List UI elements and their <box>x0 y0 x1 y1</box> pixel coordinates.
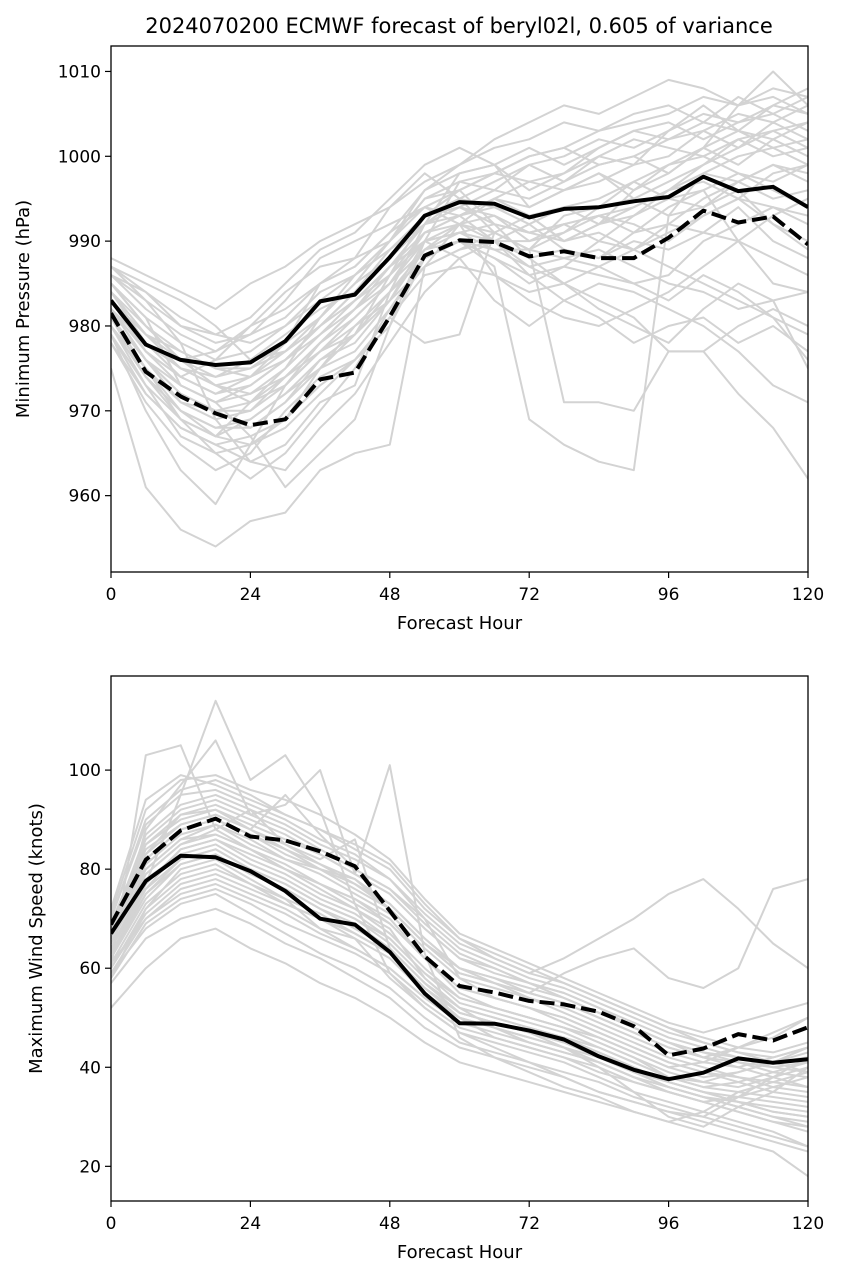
pressure-panel: 0 24 48 72 96 120 960 970 980 990 1000 1010 Forecast… <box>13 45 824 634</box>
ensemble-member-line <box>111 793 808 1074</box>
ensemble-member-line <box>111 231 808 395</box>
ensemble-member-line <box>111 265 808 446</box>
ensemble-member-line <box>111 240 808 412</box>
ensemble-member-line <box>111 129 808 395</box>
y-tick-label: 980 <box>69 317 101 337</box>
y-axis-label: Minimum Pressure (hPa) <box>13 200 34 418</box>
y-axis-label: Maximum Wind Speed (knots) <box>26 803 47 1074</box>
ensemble-member-line <box>111 163 808 387</box>
ensemble-member-line <box>111 788 808 1059</box>
x-tick-label: 48 <box>379 585 401 605</box>
y-tick-label: 990 <box>69 232 101 252</box>
ensemble-member-line <box>111 813 808 1064</box>
x-tick-label: 0 <box>106 585 117 605</box>
ensemble-member-line <box>111 798 808 1074</box>
solid-mean-line <box>111 853 808 1082</box>
ensemble-member-line <box>111 927 808 1178</box>
x-tick-label: 24 <box>240 1214 262 1234</box>
y-tick-label: 20 <box>79 1157 101 1177</box>
ensemble-member-line <box>111 87 808 336</box>
ensemble-member-line <box>111 129 808 361</box>
ensemble-member-line <box>111 231 808 429</box>
ensemble-member-line <box>111 793 808 1069</box>
ensemble-member-line <box>111 189 808 404</box>
x-tick-label: 24 <box>240 585 262 605</box>
axes-frame <box>110 675 809 1202</box>
y-tick-label: 960 <box>69 487 101 507</box>
y-tick-label: 80 <box>79 860 101 880</box>
ensemble-member-line <box>111 70 808 438</box>
ensemble-member-line <box>111 813 808 1069</box>
ensemble-member-line <box>111 138 808 506</box>
ensemble-member-line <box>111 868 808 1118</box>
ensemble-member-line <box>111 843 808 1084</box>
chart-title: 2024070200 ECMWF forecast of beryl02l, 0… <box>145 14 773 38</box>
ensemble-member-line <box>111 155 808 378</box>
y-tick-label: 970 <box>69 402 101 422</box>
ensemble-member-line <box>111 96 808 344</box>
ensemble-member-line <box>111 774 808 1034</box>
y-tick-label: 60 <box>79 959 101 979</box>
axes-frame <box>110 45 809 573</box>
x-tick-label: 120 <box>792 585 824 605</box>
ensemble-member-line <box>111 774 808 975</box>
ensemble-member-line <box>111 95 808 310</box>
plot-area <box>111 699 808 1178</box>
ensemble-member-line <box>111 744 808 1128</box>
x-axis-label: Forecast Hour <box>397 1242 523 1263</box>
y-tick-label: 40 <box>79 1058 101 1078</box>
x-tick-label: 96 <box>658 1214 680 1234</box>
ensemble-member-line <box>111 739 808 1123</box>
x-tick-label: 72 <box>518 585 540 605</box>
x-axis-label: Forecast Hour <box>397 613 523 634</box>
y-tick-label: 100 <box>69 761 101 781</box>
ensemble-member-line <box>111 878 808 1148</box>
dashed-mean-line <box>111 208 808 428</box>
y-tick-label: 1010 <box>58 62 101 82</box>
dashed-mean-line <box>111 816 808 1058</box>
x-tick-label: 72 <box>518 1214 540 1234</box>
wind-panel: 0 24 48 72 96 120 20 40 60 80 100 Forecast Hour Maxi… <box>26 675 824 1263</box>
ensemble-member-line <box>111 823 808 1093</box>
x-tick-label: 0 <box>106 1214 117 1234</box>
ensemble-member-line <box>111 907 808 1153</box>
x-tick-label: 48 <box>379 1214 401 1234</box>
ensemble-member-line <box>111 888 808 1128</box>
ensemble-member-line <box>111 892 808 1148</box>
ensemble-member-line <box>111 214 808 404</box>
x-tick-label: 120 <box>792 1214 824 1234</box>
solid-mean-line <box>111 174 808 367</box>
ensemble-member-line <box>111 163 808 548</box>
ensemble-member-line <box>111 858 808 1133</box>
ensemble-member-line <box>111 87 808 378</box>
ensemble-member-line <box>111 197 808 404</box>
y-tick-label: 1000 <box>58 147 101 167</box>
ensemble-member-line <box>111 838 808 1089</box>
ensemble-member-line <box>111 838 808 1128</box>
plot-area <box>111 70 808 548</box>
x-tick-label: 96 <box>658 585 680 605</box>
ensemble-member-line <box>111 95 808 463</box>
ensemble-member-line <box>111 206 808 353</box>
ensemble-member-line <box>111 104 808 489</box>
